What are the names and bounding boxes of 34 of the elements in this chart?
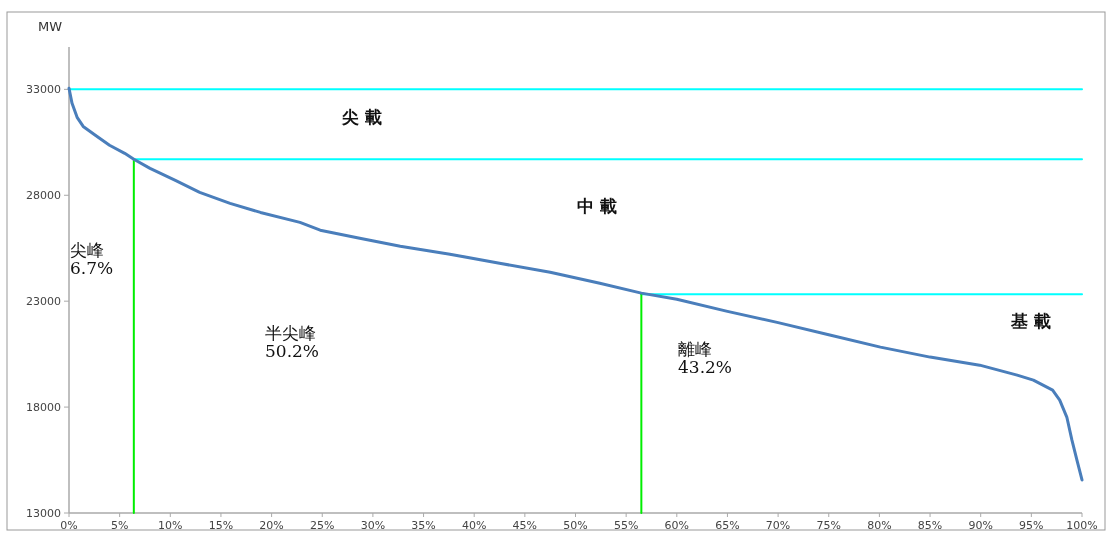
x-tick-label: 30% (360, 519, 386, 532)
y-tick-label: 13000 (26, 507, 61, 520)
x-tick-label: 40% (461, 519, 487, 532)
x-tick-label: 45% (512, 519, 538, 532)
x-tick-label: 25% (310, 519, 335, 532)
x-tick-label: 90% (968, 519, 993, 532)
y-tick-label: 23000 (26, 295, 61, 309)
x-tick-label: 95% (1019, 519, 1044, 532)
x-tick-label: 55% (613, 519, 639, 532)
annotation: 半尖峰 50.2% (265, 323, 320, 361)
annotation: 尖峰 6.7% (70, 240, 114, 278)
annotation: 尖 載 (341, 107, 382, 127)
annotation: 離峰 43.2% (678, 339, 733, 377)
x-tick-label: 0% (60, 519, 78, 532)
x-tick-label: 50% (563, 519, 588, 532)
x-tick-label: 70% (765, 519, 791, 532)
x-tick-label: 35% (411, 519, 436, 532)
line-series (67, 86, 1084, 482)
x-tick-label: 80% (867, 519, 892, 532)
x-tick-label: 85% (917, 519, 943, 532)
annotation: 基 載 (1010, 311, 1051, 331)
x-tick-label: 20% (259, 519, 284, 532)
annotation: 中 載 (577, 196, 617, 216)
x-tick-label: 75% (816, 519, 841, 532)
x-tick-label: 10% (158, 519, 183, 532)
x-tick-label: 100% (1066, 519, 1098, 532)
x-tick-label: 60% (664, 519, 690, 532)
x-tick-label: 5% (110, 519, 129, 532)
y-axis-title: MW (37, 19, 63, 34)
x-tick-label: 15% (208, 519, 234, 532)
y-tick-label: 28000 (26, 189, 61, 203)
y-tick-label: 18000 (26, 401, 61, 415)
x-tick-label: 65% (715, 519, 740, 532)
y-tick-label: 33000 (26, 83, 61, 97)
